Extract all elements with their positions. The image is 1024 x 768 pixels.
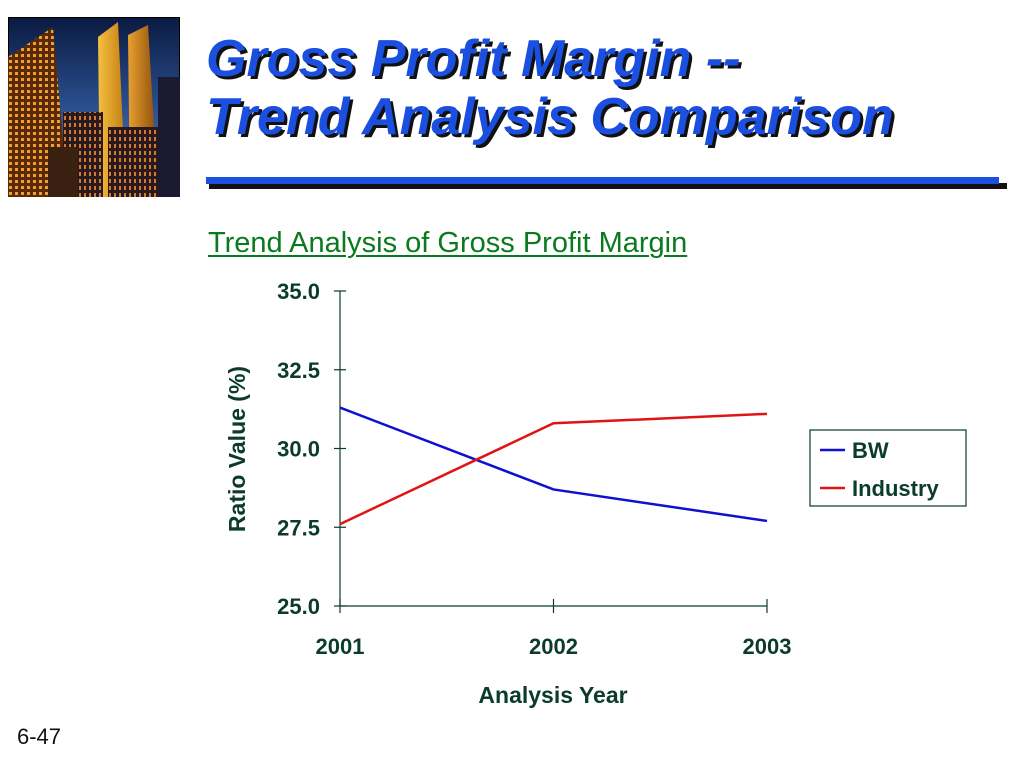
x-tick-label: 2002 (529, 634, 578, 659)
series-line-industry (339, 412, 768, 526)
x-axis-label: Analysis Year (478, 682, 627, 708)
legend-label: BW (852, 438, 889, 463)
y-tick-label: 30.0 (277, 437, 320, 462)
legend-box (809, 429, 967, 507)
x-tick-label: 2003 (743, 634, 792, 659)
slide-title-line-1: Gross Profit Margin -- (206, 30, 741, 88)
skyscrapers-photo-icon (8, 17, 180, 197)
chart-series (339, 406, 768, 526)
y-tick-label: 35.0 (277, 279, 320, 304)
title-rule-shadow (209, 183, 1007, 189)
chart-title: Trend Analysis of Gross Profit Margin (208, 227, 688, 259)
y-axis-label: Ratio Value (%) (224, 366, 250, 532)
legend-label: Industry (852, 476, 940, 501)
slide-title-line-2: Trend Analysis Comparison (206, 88, 894, 146)
x-tick-label: 2001 (316, 634, 365, 659)
y-tick-label: 32.5 (277, 358, 320, 383)
slide-title: Gross Profit Margin -- Trend Analysis Co… (206, 30, 894, 146)
y-tick-label: 25.0 (277, 594, 320, 619)
chart-legend: BW Industry (809, 429, 967, 507)
chart-axes: 25.0 27.5 30.0 32.5 35.0 2001 2002 2003 Analysis… (224, 279, 791, 708)
slide-number: 6-47 (17, 724, 62, 749)
y-tick-label: 27.5 (277, 515, 320, 540)
title-rule (206, 177, 999, 184)
